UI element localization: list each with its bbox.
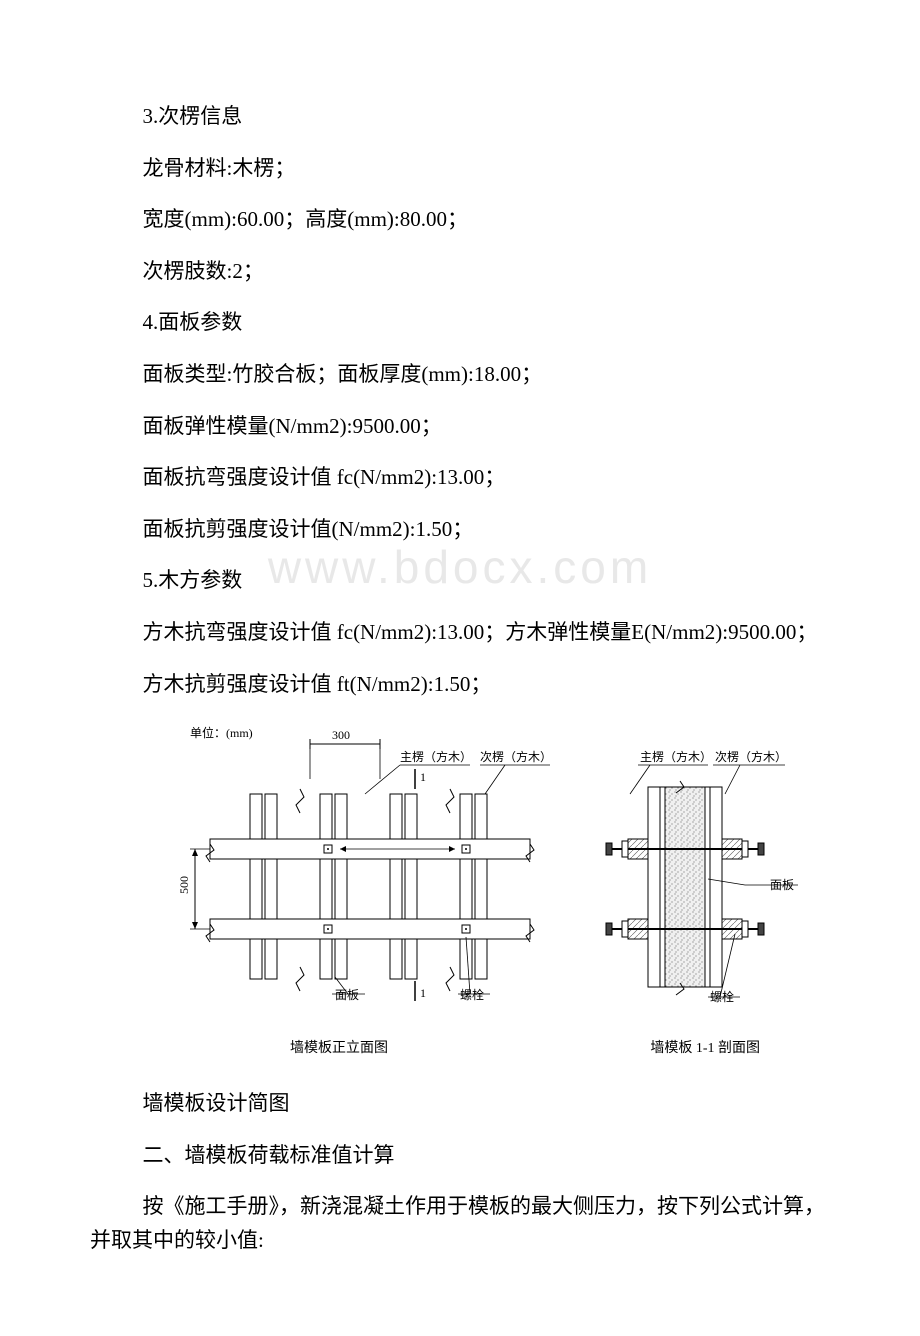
caption-section: 墙模板 1-1 剖面图 [650, 1037, 760, 1057]
label-zhuleng-left: 主楞（方木） [400, 749, 472, 764]
label-luoshuan-left: 螺栓 [460, 987, 484, 1002]
line-wood-shear: 方木抗剪强度设计值 ft(N/mm2):1.50； [90, 668, 830, 702]
section-3-title: 3.次楞信息 [90, 100, 830, 134]
line-longgu: 龙骨材料:木楞； [90, 152, 830, 186]
dim-300: 300 [332, 728, 350, 742]
elevation-view: 300 主楞（方木） 次楞（方木） 1 [177, 728, 552, 1002]
section-2-title: 二、墙模板荷载标准值计算 [90, 1139, 830, 1173]
label-zhuleng-right: 主楞（方木） [640, 749, 712, 764]
label-cileng-right: 次楞（方木） [715, 749, 787, 764]
line-wood-bending: 方木抗弯强度设计值 fc(N/mm2):13.00；方木弹性模量E(N/mm2)… [90, 616, 830, 650]
label-mianban-left: 面板 [335, 988, 359, 1002]
caption-elevation: 墙模板正立面图 [290, 1037, 388, 1057]
diagram-title: 墙模板设计简图 [90, 1087, 830, 1121]
line-cileng-count: 次楞肢数:2； [90, 255, 830, 289]
label-cileng-left: 次楞（方木） [480, 749, 552, 764]
line-panel-bending: 面板抗弯强度设计值 fc(N/mm2):13.00； [90, 461, 830, 495]
section-4-title: 4.面板参数 [90, 306, 830, 340]
line-panel-modulus: 面板弹性模量(N/mm2):9500.00； [90, 410, 830, 444]
line-panel-shear: 面板抗剪强度设计值(N/mm2):1.50； [90, 513, 830, 547]
document-content: 3.次楞信息 龙骨材料:木楞； 宽度(mm):60.00；高度(mm):80.0… [90, 100, 830, 1258]
section-5-title: 5.木方参数 [90, 564, 830, 598]
wall-formwork-diagram: 单位：(mm) 300 主楞（方木） 次楞（方木） [100, 719, 820, 1029]
section-mark-top: 1 [420, 770, 426, 784]
dim-500: 500 [177, 876, 191, 894]
diagram-container: 单位：(mm) 300 主楞（方木） 次楞（方木） [100, 719, 820, 1057]
line-width-height: 宽度(mm):60.00；高度(mm):80.00； [90, 203, 830, 237]
section-view: 主楞（方木） 次楞（方木） [606, 749, 798, 1004]
diagram-captions: 墙模板正立面图 墙模板 1-1 剖面图 [100, 1029, 820, 1057]
line-panel-type: 面板类型:竹胶合板；面板厚度(mm):18.00； [90, 358, 830, 392]
label-luoshuan-right: 螺栓 [710, 989, 734, 1004]
line-calc-intro: 按《施工手册》，新浇混凝土作用于模板的最大侧压力，按下列公式计算，并取其中的较小… [90, 1190, 830, 1257]
section-mark-bottom: 1 [420, 986, 426, 1000]
unit-label: 单位：(mm) [190, 725, 253, 740]
